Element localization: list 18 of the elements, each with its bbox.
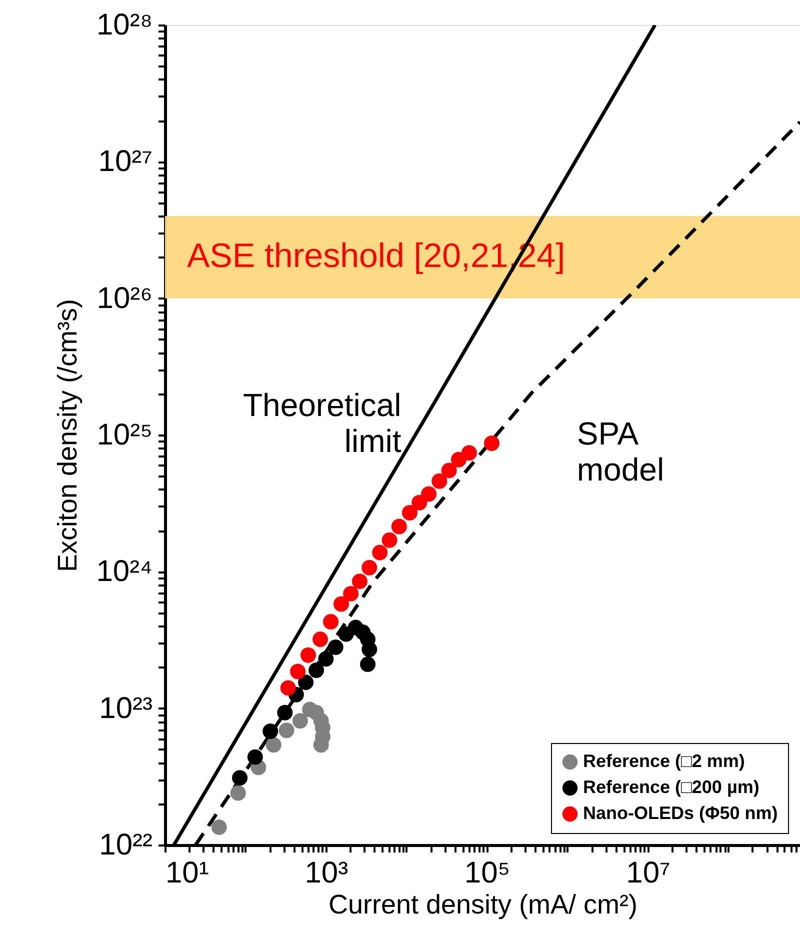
y-tick-label: 10²⁵ [96, 418, 152, 452]
series-label: SPA model [576, 416, 664, 488]
x-tick-label: 10¹ [166, 856, 209, 890]
legend-label: Reference (□2 mm) [583, 751, 745, 771]
x-axis-title: Current density (mA/ cm²) [328, 890, 638, 920]
x-tick-label: 10⁷ [626, 856, 670, 890]
y-axis-title: Exciton density (/cm³s) [52, 298, 82, 572]
y-tick-label: 10²⁷ [98, 145, 152, 178]
x-tick-label: 10⁵ [464, 856, 510, 890]
x-tick-label: 10³ [304, 856, 348, 890]
y-tick-label: 10²³ [99, 692, 152, 725]
y-tick-label: 10²² [99, 828, 152, 862]
legend-label: Reference (□200 µm) [583, 777, 760, 797]
y-tick-label: 10²⁸ [96, 8, 152, 42]
y-tick-label: 10²⁴ [96, 555, 152, 588]
y-tick-label: 10²⁶ [96, 282, 152, 315]
series-label: Theoretical limit [242, 386, 402, 459]
legend-label: Nano-OLEDs (Φ50 nm) [583, 803, 778, 823]
